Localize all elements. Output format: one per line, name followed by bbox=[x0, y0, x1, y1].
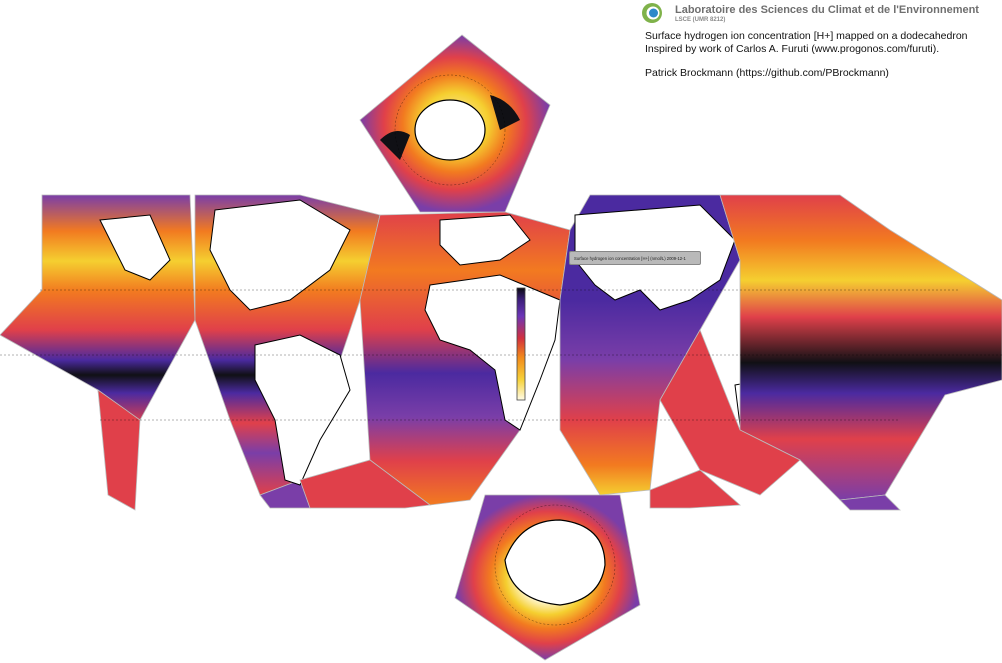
antarctic-face bbox=[454, 494, 641, 661]
variable-tooltip: Surface hydrogen ion concentration [H+] … bbox=[569, 251, 701, 265]
pacific-east-faces bbox=[659, 194, 1002, 511]
colorbar bbox=[516, 287, 526, 401]
description-line: Inspired by work of Carlos A. Furuti (ww… bbox=[645, 43, 940, 55]
author-credit: Patrick Brockmann (https://github.com/PB… bbox=[645, 67, 889, 79]
graticule bbox=[0, 74, 1002, 626]
africa-europe-land bbox=[424, 214, 561, 431]
map-description: Surface hydrogen ion concentration [H+] … bbox=[645, 30, 968, 80]
lab-name: Laboratoire des Sciences du Climat et de… bbox=[675, 4, 979, 16]
description-line: Surface hydrogen ion concentration [H+] … bbox=[645, 30, 968, 42]
lsce-logo-icon bbox=[642, 3, 662, 23]
americas-land bbox=[99, 199, 351, 486]
lab-subtitle: LSCE (UMR 8212) bbox=[675, 17, 726, 23]
arctic-face bbox=[359, 34, 551, 213]
